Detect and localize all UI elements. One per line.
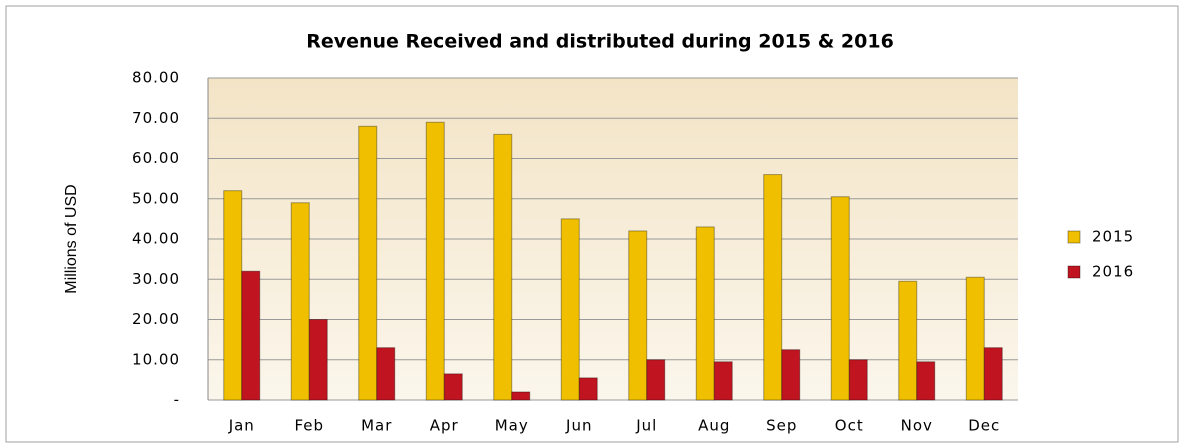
bar (443, 373, 463, 401)
chart-title: Revenue Received and distributed during … (306, 31, 894, 53)
legend-label: 2015 (1092, 228, 1134, 246)
bar (713, 361, 733, 401)
x-tick-label: Feb (294, 417, 324, 435)
x-tick-label: Aug (698, 417, 730, 435)
y-tick-label: 10.00 (132, 350, 180, 368)
bar (781, 349, 801, 401)
bar (916, 361, 936, 401)
bar (241, 270, 261, 401)
y-tick-label: 40.00 (132, 230, 180, 248)
y-axis-label: Millions of USD (63, 184, 80, 293)
bar (290, 202, 310, 401)
bar (308, 319, 328, 401)
bar (965, 276, 985, 401)
x-tick-label: Oct (835, 417, 864, 435)
x-tick-label: Dec (968, 417, 1000, 435)
x-tick-label: Jan (228, 417, 255, 435)
x-tick-label: Sep (766, 417, 797, 435)
x-tick-label: May (495, 417, 529, 435)
y-tick-label: - (174, 391, 180, 409)
bar (983, 347, 1003, 401)
y-tick-label: 30.00 (132, 270, 180, 288)
bar (830, 196, 850, 401)
bar (646, 359, 666, 401)
x-tick-label: Nov (901, 417, 933, 435)
bar (763, 174, 783, 401)
bar (511, 391, 531, 401)
bar (695, 226, 715, 401)
x-tick-label: Jul (635, 417, 657, 435)
bar (848, 359, 868, 401)
bar (628, 230, 648, 401)
y-tick-label: 50.00 (132, 189, 180, 207)
y-tick-label: 20.00 (132, 310, 180, 328)
x-tick-label: Jun (565, 417, 592, 435)
bar (560, 218, 580, 401)
bar (898, 280, 918, 401)
bar (578, 377, 598, 401)
legend-swatch (1067, 230, 1081, 244)
bar (223, 190, 243, 401)
legend-label: 2016 (1092, 263, 1134, 281)
bar (358, 125, 378, 401)
x-tick-label: Mar (361, 417, 392, 435)
y-tick-label: 70.00 (132, 109, 180, 127)
legend-swatch (1067, 265, 1081, 279)
bar (376, 347, 396, 401)
bar (493, 133, 513, 401)
y-tick-label: 80.00 (132, 69, 180, 87)
y-tick-label: 60.00 (132, 149, 180, 167)
x-tick-label: Apr (430, 417, 459, 435)
bar (425, 121, 445, 401)
